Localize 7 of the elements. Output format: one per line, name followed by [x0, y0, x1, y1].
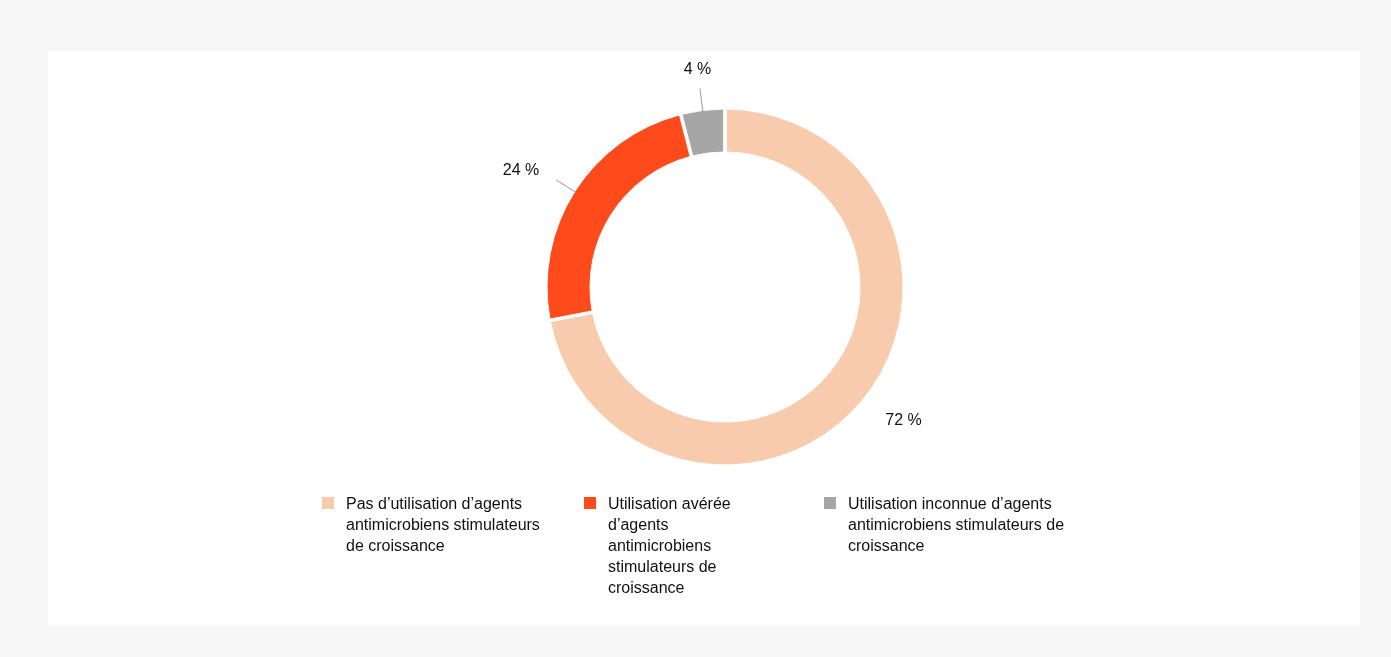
- legend-label: Utilisation avérée d’agents antimicrobiens stimulateurs de croissance: [608, 495, 731, 596]
- data-label: 72 %: [885, 411, 922, 429]
- data-label: 4 %: [683, 60, 712, 78]
- data-label: 24 %: [502, 160, 540, 178]
- donut-slice: [549, 108, 904, 466]
- legend-label: Pas d’utilisation d’agents antimicrobiens stimulateurs de croissance: [346, 495, 540, 554]
- legend-label: Utilisation inconnue d’agents antimicrobiens stimulateurs de croissance: [848, 495, 1065, 554]
